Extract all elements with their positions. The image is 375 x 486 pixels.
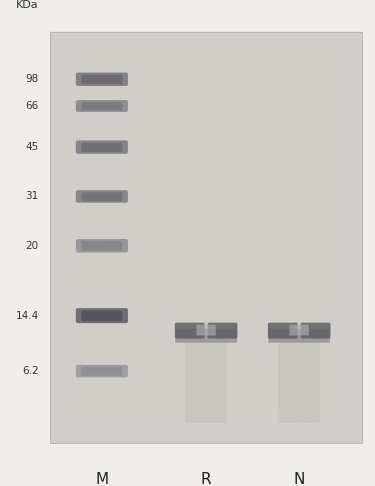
FancyBboxPatch shape [76,308,128,323]
FancyBboxPatch shape [76,190,128,203]
FancyBboxPatch shape [175,329,237,343]
Text: N: N [294,472,305,486]
Text: 98: 98 [26,74,39,84]
Text: M: M [95,472,108,486]
FancyBboxPatch shape [268,323,298,339]
FancyBboxPatch shape [268,329,330,343]
Text: 45: 45 [26,142,39,152]
FancyBboxPatch shape [81,241,122,251]
FancyBboxPatch shape [81,142,122,152]
FancyBboxPatch shape [81,367,122,376]
Text: 66: 66 [26,101,39,111]
Text: KDa: KDa [16,0,39,10]
FancyBboxPatch shape [76,100,128,112]
FancyBboxPatch shape [76,72,128,86]
FancyBboxPatch shape [76,239,128,252]
FancyBboxPatch shape [81,192,122,201]
FancyBboxPatch shape [81,75,122,84]
FancyBboxPatch shape [50,32,363,443]
Text: 20: 20 [26,241,39,251]
FancyBboxPatch shape [81,102,122,110]
FancyBboxPatch shape [76,365,128,378]
FancyBboxPatch shape [301,323,330,339]
FancyBboxPatch shape [175,323,205,339]
FancyBboxPatch shape [196,325,216,335]
FancyBboxPatch shape [208,323,237,339]
FancyBboxPatch shape [290,325,309,335]
FancyBboxPatch shape [81,311,122,321]
FancyBboxPatch shape [185,330,227,422]
FancyBboxPatch shape [76,140,128,154]
Text: 31: 31 [26,191,39,201]
Text: 6.2: 6.2 [22,366,39,376]
Text: R: R [201,472,211,486]
FancyBboxPatch shape [278,330,320,422]
Text: 14.4: 14.4 [15,311,39,321]
